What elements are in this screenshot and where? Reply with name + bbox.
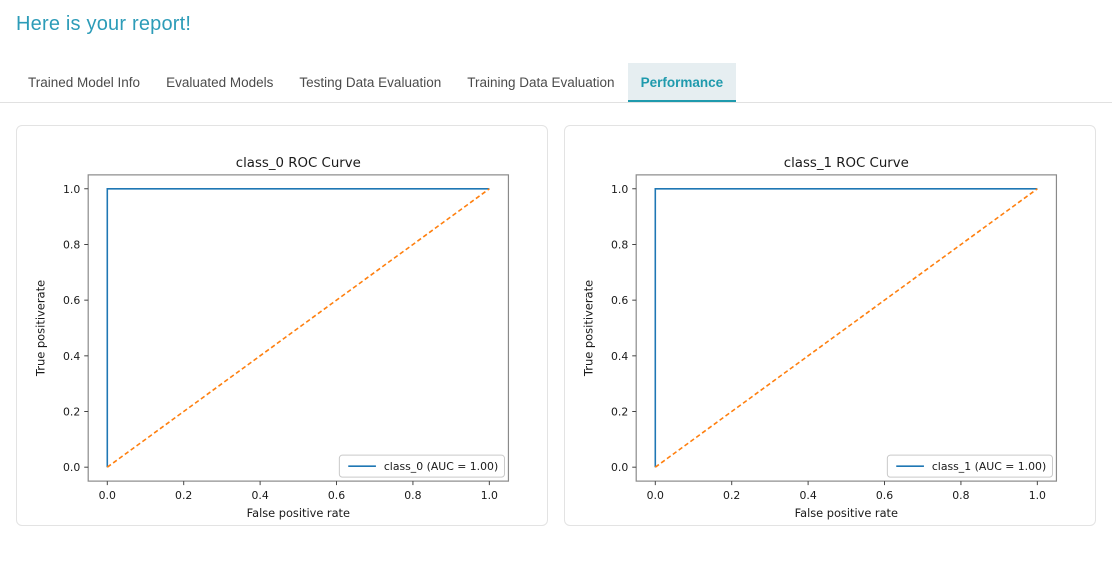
- tab-testing-data-evaluation[interactable]: Testing Data Evaluation: [299, 75, 442, 90]
- y-tick-label: 0.4: [611, 350, 628, 363]
- tab-evaluated-models[interactable]: Evaluated Models: [166, 75, 274, 90]
- roc-curve-line: [654, 187, 1038, 468]
- x-tick-label: 0.0: [647, 489, 664, 502]
- x-tick-label: 0.2: [175, 489, 192, 502]
- page-title: Here is your report!: [16, 13, 192, 35]
- x-tick-label: 1.0: [1029, 489, 1046, 502]
- charts-container: class_0 ROC Curve 0.0 0.2 0.4 0.6 0.8 1.0 0.0 0.…: [0, 103, 1112, 526]
- roc-chart-class-1: class_1 ROC Curve 0.0 0.2 0.4 0.6 0.8 1.0 0.0 0.…: [582, 156, 1058, 520]
- chart-card-class-0: class_0 ROC Curve 0.0 0.2 0.4 0.6 0.8 1.0 0.0 0.…: [16, 125, 548, 526]
- plot-frame: [87, 174, 510, 482]
- y-axis-label: True positiverate: [582, 280, 596, 377]
- y-tick-label: 0.6: [611, 294, 628, 307]
- y-tick-label: 1.0: [611, 183, 628, 196]
- y-tick-label: 0.2: [63, 405, 80, 418]
- y-tick-label: 0.0: [63, 461, 80, 474]
- x-tick-label: 1.0: [481, 489, 498, 502]
- x-tick-label: 0.4: [251, 489, 268, 502]
- plot-frame: [635, 174, 1058, 482]
- tab-training-data-evaluation[interactable]: Training Data Evaluation: [467, 75, 615, 90]
- y-axis-label: True positiverate: [34, 280, 48, 377]
- y-tick-label: 0.2: [611, 405, 628, 418]
- x-tick-label: 0.6: [328, 489, 345, 502]
- legend-label: class_1 (AUC = 1.00): [932, 460, 1046, 473]
- x-tick-label: 0.6: [876, 489, 893, 502]
- chart-title: class_0 ROC Curve: [236, 156, 361, 171]
- tab-trained-model-info[interactable]: Trained Model Info: [28, 75, 141, 90]
- y-tick-label: 0.8: [611, 238, 628, 251]
- roc-curve-line: [106, 187, 490, 468]
- legend-box: [338, 454, 505, 478]
- roc-chart-class-0: class_0 ROC Curve 0.0 0.2 0.4 0.6 0.8 1.0 0.0 0.…: [34, 156, 510, 520]
- chart-title: class_1 ROC Curve: [784, 156, 909, 171]
- x-tick-label: 0.8: [952, 489, 969, 502]
- x-tick-label: 0.8: [404, 489, 421, 502]
- x-tick-label: 0.4: [799, 489, 816, 502]
- chance-line: [106, 188, 490, 468]
- legend-box: [886, 454, 1053, 478]
- chart-card-class-1: class_1 ROC Curve 0.0 0.2 0.4 0.6 0.8 1.0 0.0 0.…: [564, 125, 1096, 526]
- tab-bar: Trained Model Info Evaluated Models Test…: [0, 63, 1112, 103]
- y-tick-label: 0.6: [63, 294, 80, 307]
- tab-performance[interactable]: Performance: [627, 63, 737, 102]
- y-tick-label: 1.0: [63, 183, 80, 196]
- legend-label: class_0 (AUC = 1.00): [384, 460, 498, 473]
- x-tick-label: 0.0: [99, 489, 116, 502]
- x-tick-label: 0.2: [723, 489, 740, 502]
- y-tick-label: 0.4: [63, 350, 80, 363]
- y-tick-label: 0.0: [611, 461, 628, 474]
- chance-line: [654, 188, 1038, 468]
- y-tick-label: 0.8: [63, 238, 80, 251]
- x-axis-label: False positive rate: [795, 506, 898, 520]
- x-axis-label: False positive rate: [247, 506, 350, 520]
